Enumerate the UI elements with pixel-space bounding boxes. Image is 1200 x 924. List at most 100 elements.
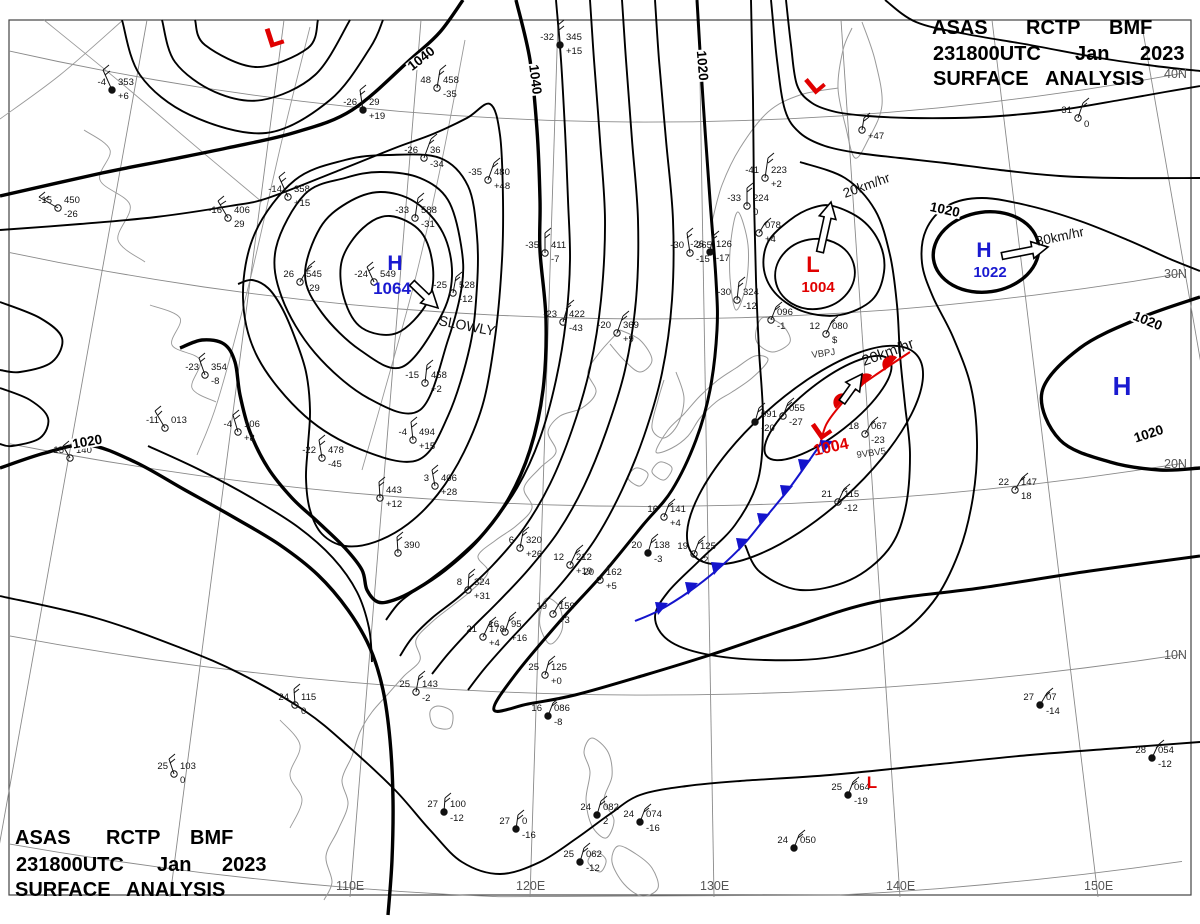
svg-text:480: 480 xyxy=(494,167,510,178)
svg-text:086: 086 xyxy=(554,703,570,714)
svg-text:25: 25 xyxy=(399,679,410,690)
svg-text:-15: -15 xyxy=(405,370,419,381)
svg-text:-16: -16 xyxy=(646,823,660,834)
svg-text:147: 147 xyxy=(1021,477,1037,488)
svg-text:125: 125 xyxy=(551,662,567,673)
svg-text:1020: 1020 xyxy=(929,199,962,220)
svg-text:-24: -24 xyxy=(354,269,368,280)
svg-text:2: 2 xyxy=(603,816,608,827)
svg-text:545: 545 xyxy=(306,269,322,280)
svg-text:+2: +2 xyxy=(771,179,782,190)
svg-text:RCTP: RCTP xyxy=(1026,17,1080,39)
svg-text:07: 07 xyxy=(1046,692,1057,703)
svg-text:178: 178 xyxy=(489,624,505,635)
svg-text:115: 115 xyxy=(844,489,859,500)
svg-text:-4: -4 xyxy=(98,77,106,88)
svg-text:-41: -41 xyxy=(745,165,759,176)
svg-text:-23: -23 xyxy=(871,435,885,446)
svg-text:159: 159 xyxy=(559,601,575,612)
svg-text:22: 22 xyxy=(998,477,1009,488)
svg-text:406: 406 xyxy=(234,205,250,216)
svg-text:103: 103 xyxy=(180,761,196,772)
svg-text:-26: -26 xyxy=(690,239,704,250)
svg-text:-8: -8 xyxy=(211,376,219,387)
svg-text:-31: -31 xyxy=(421,219,435,230)
svg-text:369: 369 xyxy=(623,320,639,331)
svg-text:0: 0 xyxy=(301,706,306,717)
svg-text:+48: +48 xyxy=(494,181,510,192)
svg-text:-12: -12 xyxy=(844,503,858,514)
svg-text:+2: +2 xyxy=(431,384,442,395)
svg-text:+31: +31 xyxy=(474,591,490,602)
svg-text:+19: +19 xyxy=(369,111,385,122)
svg-text:L: L xyxy=(806,252,819,277)
svg-text:100: 100 xyxy=(450,799,466,810)
svg-text:29: 29 xyxy=(369,97,380,108)
svg-text:-2: -2 xyxy=(700,555,708,566)
svg-text:ASAS: ASAS xyxy=(15,827,71,849)
svg-text:354: 354 xyxy=(211,362,227,373)
svg-text:ANALYSIS: ANALYSIS xyxy=(1045,68,1144,90)
svg-text:345: 345 xyxy=(566,32,582,43)
svg-text:19: 19 xyxy=(677,541,688,552)
svg-text:054: 054 xyxy=(1158,745,1174,756)
svg-text:SURFACE: SURFACE xyxy=(15,879,111,901)
svg-text:+47: +47 xyxy=(868,131,884,142)
svg-text:358: 358 xyxy=(294,184,310,195)
svg-text:-20: -20 xyxy=(597,320,611,331)
svg-text:-15: -15 xyxy=(38,195,52,206)
svg-text:SURFACE: SURFACE xyxy=(933,68,1029,90)
svg-text:-4: -4 xyxy=(224,419,232,430)
svg-text:+4: +4 xyxy=(765,234,776,245)
svg-text:12: 12 xyxy=(809,321,820,332)
svg-text:+19: +19 xyxy=(576,566,592,577)
svg-text:H: H xyxy=(1113,371,1132,401)
svg-text:1064: 1064 xyxy=(373,279,411,298)
svg-text:-45: -45 xyxy=(328,459,342,470)
svg-text:H: H xyxy=(976,239,991,262)
svg-text:223: 223 xyxy=(771,165,787,176)
svg-text:406: 406 xyxy=(441,473,457,484)
svg-text:091: 091 xyxy=(761,409,777,420)
svg-text:450: 450 xyxy=(64,195,80,206)
svg-text:25: 25 xyxy=(157,761,168,772)
svg-text:-14: -14 xyxy=(268,184,282,195)
svg-text:-12: -12 xyxy=(450,813,464,824)
svg-text:-7: -7 xyxy=(551,254,559,265)
svg-text:+3: +3 xyxy=(559,615,570,626)
svg-text:L: L xyxy=(867,773,877,792)
svg-text:30N: 30N xyxy=(1164,267,1187,281)
svg-text:390: 390 xyxy=(404,540,420,551)
svg-text:150E: 150E xyxy=(1084,879,1113,893)
svg-text:-16: -16 xyxy=(208,205,222,216)
svg-text:2023: 2023 xyxy=(222,854,267,876)
svg-text:-34: -34 xyxy=(430,159,444,170)
svg-text:24: 24 xyxy=(623,809,634,820)
svg-text:125: 125 xyxy=(700,541,716,552)
svg-text:-8: -8 xyxy=(554,717,562,728)
svg-text:1022: 1022 xyxy=(973,264,1006,281)
svg-text:422: 422 xyxy=(569,309,585,320)
svg-text:1040: 1040 xyxy=(526,64,545,96)
svg-text:0: 0 xyxy=(522,816,527,827)
svg-text:25: 25 xyxy=(563,849,574,860)
svg-text:18: 18 xyxy=(1021,491,1032,502)
svg-text:-25: -25 xyxy=(433,280,447,291)
svg-text:-35: -35 xyxy=(443,89,457,100)
svg-text:VBPJ: VBPJ xyxy=(811,347,836,361)
svg-text:-30: -30 xyxy=(717,287,731,298)
svg-text:24: 24 xyxy=(278,692,289,703)
svg-text:050: 050 xyxy=(800,835,816,846)
svg-text:25: 25 xyxy=(831,782,842,793)
svg-text:588: 588 xyxy=(421,205,437,216)
svg-text:10N: 10N xyxy=(1164,648,1187,662)
svg-text:-26: -26 xyxy=(343,97,357,108)
svg-text:064: 064 xyxy=(854,782,870,793)
svg-text:15: 15 xyxy=(53,445,64,456)
svg-text:-12: -12 xyxy=(1158,759,1172,770)
svg-text:-30: -30 xyxy=(670,240,684,251)
svg-text:549: 549 xyxy=(380,269,396,280)
svg-text:212: 212 xyxy=(576,552,592,563)
svg-text:+15: +15 xyxy=(419,441,435,452)
svg-text:+5: +5 xyxy=(606,581,617,592)
